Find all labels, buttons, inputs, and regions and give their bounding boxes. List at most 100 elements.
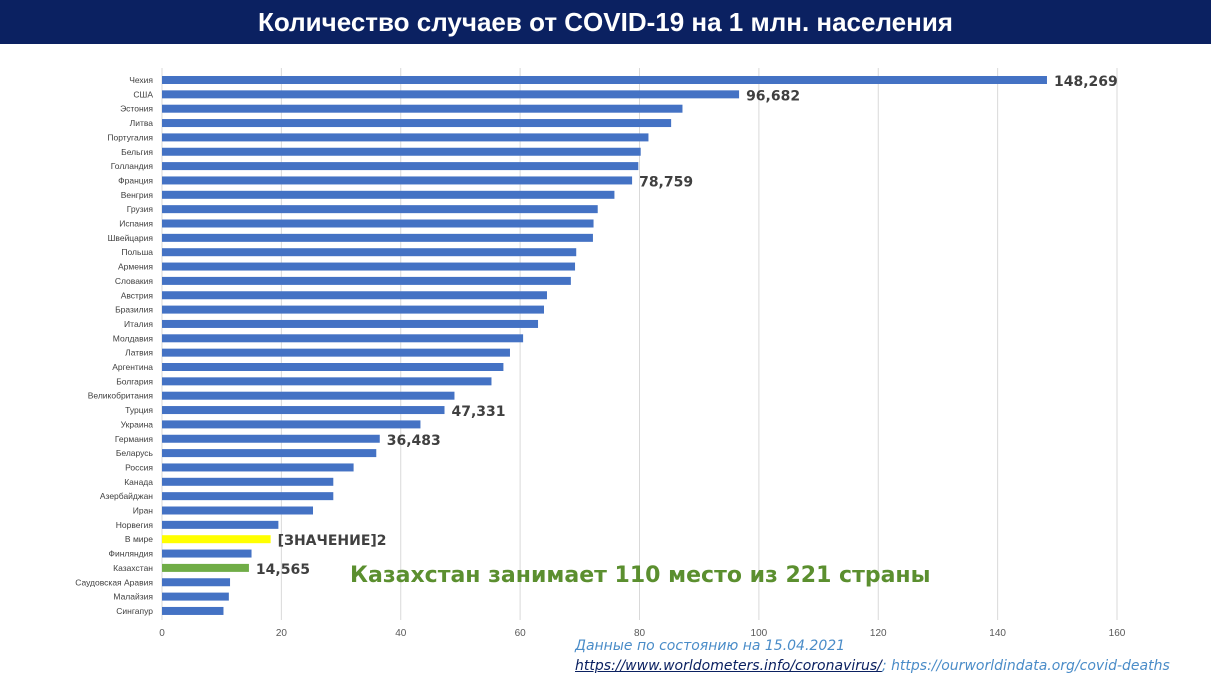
category-label: Швейцария [108, 233, 154, 243]
category-label: Казахстан [113, 563, 153, 573]
category-label: Молдавия [113, 333, 154, 343]
category-label: Австрия [121, 290, 154, 300]
category-label: Украина [121, 419, 154, 429]
category-label: Саудовская Аравия [75, 577, 153, 587]
bar [162, 535, 271, 544]
bar [162, 563, 249, 572]
bar-chart: Чехия США Эстония Литва Португалия Бельгия Гол… [75, 68, 1126, 639]
bar [162, 549, 252, 558]
bar [162, 319, 539, 328]
category-label: Латвия [125, 348, 153, 358]
bar [162, 305, 544, 314]
bar [162, 119, 672, 128]
bar [162, 133, 649, 142]
category-label: Германия [115, 434, 154, 444]
category-label: Франция [118, 175, 153, 185]
x-tick-label: 160 [1109, 628, 1126, 639]
category-label: США [133, 89, 153, 99]
category-label: Беларусь [116, 448, 154, 458]
bar [162, 578, 231, 587]
category-label: Испания [119, 219, 153, 229]
bar [162, 276, 571, 285]
category-label: Канада [124, 477, 153, 487]
bar [162, 233, 593, 242]
bar [162, 592, 229, 601]
category-label: Эстония [120, 104, 153, 114]
data-label: 47,331 [452, 404, 506, 420]
category-label: Россия [125, 462, 153, 472]
category-label: Литва [130, 118, 154, 128]
category-label: В мире [125, 534, 153, 544]
data-label: 14,565 [256, 562, 310, 578]
bar [162, 520, 279, 529]
data-label: 36,483 [387, 433, 441, 449]
category-label: Азербайджан [100, 491, 153, 501]
bar [162, 147, 641, 156]
x-tick-label: 120 [870, 628, 887, 639]
category-label: Польша [121, 247, 153, 257]
category-label: Бразилия [115, 305, 153, 315]
grid-lines [161, 68, 1118, 620]
category-label: Армения [118, 262, 153, 272]
source-date: Данные по состоянию на 15.04.2021 [575, 638, 846, 654]
bar [162, 463, 354, 472]
bar [162, 477, 334, 486]
bar [162, 391, 455, 400]
bar [162, 377, 492, 386]
bar [162, 76, 1047, 84]
bar [162, 348, 510, 357]
category-label: Малайзия [113, 592, 153, 602]
bar [162, 506, 314, 515]
category-label: Аргентина [112, 362, 153, 372]
category-label: Бельгия [121, 147, 153, 157]
bars [162, 76, 1047, 615]
bar [162, 104, 683, 113]
source-links: https://www.worldometers.info/coronaviru… [575, 658, 1170, 674]
category-label: Норвегия [116, 520, 154, 530]
x-tick-label: 60 [515, 628, 527, 639]
bar [162, 248, 577, 257]
bar [162, 219, 594, 228]
bar [162, 162, 639, 171]
category-label: Италия [124, 319, 153, 329]
bar [162, 334, 524, 343]
bar [162, 434, 380, 443]
category-label: Грузия [127, 204, 154, 214]
source-link-worldometers[interactable]: https://www.worldometers.info/coronaviru… [575, 658, 882, 674]
category-label: Голландия [111, 161, 154, 171]
category-label: Словакия [115, 276, 154, 286]
data-labels: 148,269 96,682 78,759 47,331 36,483 [ЗНАЧЕНИЕ… [256, 74, 1118, 578]
bar [162, 363, 504, 371]
data-label: 96,682 [746, 88, 800, 104]
category-label: Болгария [116, 376, 153, 386]
category-labels: Чехия США Эстония Литва Португалия Бельгия Гол… [75, 75, 153, 616]
source-separator: ; [881, 658, 892, 674]
x-tick-label: 40 [395, 628, 407, 639]
bar [162, 406, 445, 415]
page-title: Количество случаев от COVID-19 на 1 млн.… [258, 6, 953, 37]
category-label: Финляндия [109, 549, 154, 559]
category-label: Великобритания [88, 391, 154, 401]
category-label: Сингапур [116, 606, 153, 616]
bar [162, 449, 377, 458]
data-label: [ЗНАЧЕНИЕ]2 [278, 533, 387, 549]
bar [162, 291, 547, 300]
title-bar: Количество случаев от COVID-19 на 1 млн.… [0, 0, 1211, 44]
category-label: Венгрия [121, 190, 154, 200]
x-axis-ticks: 0 20 40 60 80 100 120 140 160 [159, 628, 1126, 639]
category-label: Иран [133, 506, 154, 516]
bar [162, 420, 421, 429]
x-tick-label: 100 [751, 628, 768, 639]
data-label: 78,759 [639, 174, 693, 190]
bar [162, 90, 740, 99]
source-link-ourworldindata[interactable]: https://ourworldindata.org/covid-deaths [891, 658, 1170, 674]
bar [162, 190, 615, 199]
x-tick-label: 80 [634, 628, 646, 639]
ranking-note: Казахстан занимает 110 место из 221 стра… [350, 563, 931, 588]
bar [162, 205, 598, 214]
x-tick-label: 20 [276, 628, 288, 639]
x-tick-label: 140 [989, 628, 1006, 639]
data-label: 148,269 [1054, 74, 1118, 90]
x-tick-label: 0 [159, 628, 165, 639]
category-label: Чехия [129, 75, 153, 85]
